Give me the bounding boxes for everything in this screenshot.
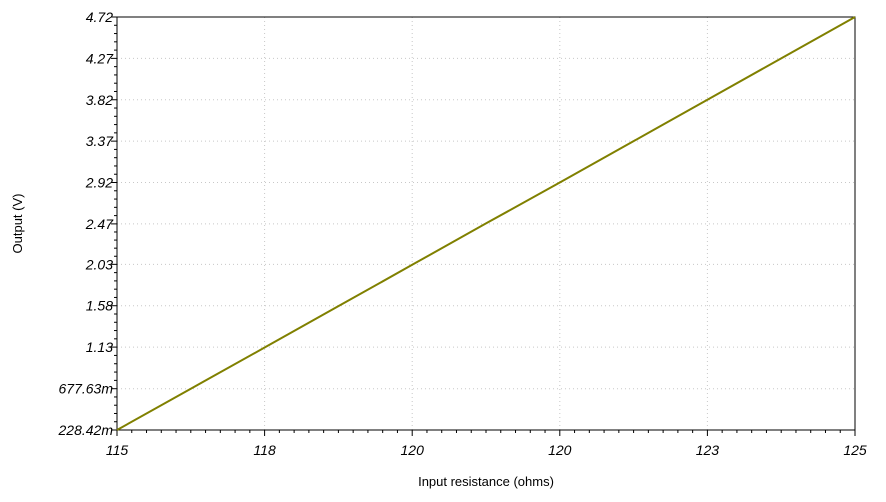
x-tick-label: 123 <box>696 442 720 458</box>
y-tick-label: 228.42m <box>58 422 114 438</box>
y-tick-label: 4.27 <box>86 50 114 66</box>
y-tick-label: 677.63m <box>59 381 114 397</box>
x-tick-label: 125 <box>843 442 867 458</box>
y-axis-label: Output (V) <box>10 194 25 254</box>
y-tick-label: 4.72 <box>86 9 113 25</box>
y-tick-label: 3.82 <box>86 92 113 108</box>
y-tick-label: 2.03 <box>85 256 113 272</box>
y-tick-label: 2.92 <box>85 175 113 191</box>
data-series-line <box>116 16 856 431</box>
y-tick-label: 1.58 <box>86 298 113 314</box>
x-axis-ticks: 115 118 120 120 123 125 <box>106 430 867 458</box>
x-axis-label: Input resistance (ohms) <box>418 474 554 489</box>
x-tick-label: 120 <box>401 442 425 458</box>
x-tick-label: 120 <box>548 442 572 458</box>
y-tick-label: 3.37 <box>86 133 114 149</box>
y-tick-label: 1.13 <box>86 339 113 355</box>
y-axis-ticks: 228.42m 677.63m 1.13 1.58 2.03 2.47 2.92 3.37 3.… <box>58 9 117 438</box>
y-tick-label: 2.47 <box>85 216 114 232</box>
x-tick-label: 118 <box>253 442 276 458</box>
x-tick-label: 115 <box>106 442 129 458</box>
grid-lines <box>117 17 855 430</box>
